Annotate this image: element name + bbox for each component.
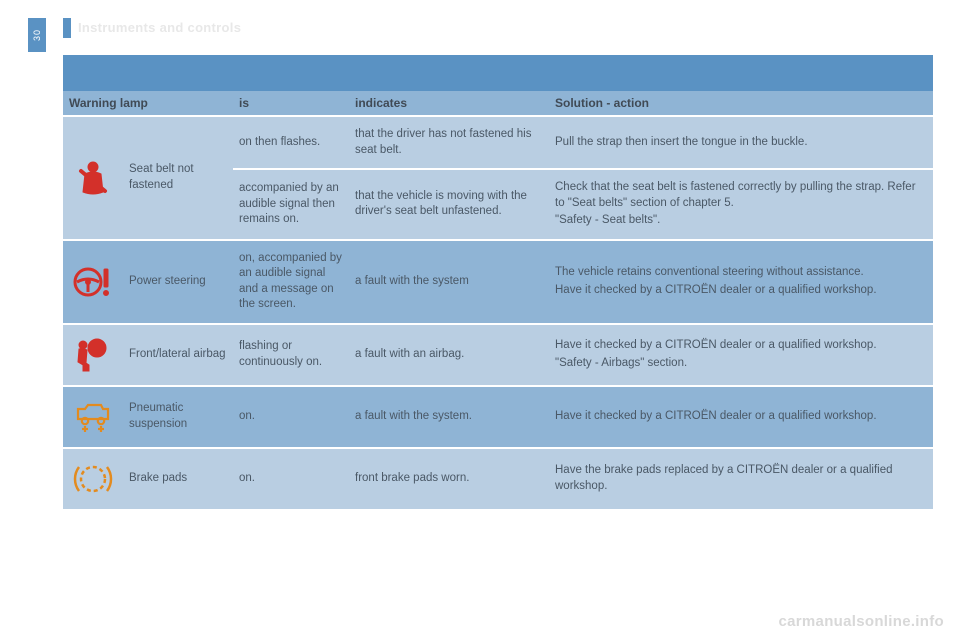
brake-pads-icon (63, 449, 123, 509)
header-solution: Solution - action (549, 96, 933, 110)
side-marker (63, 18, 71, 38)
solution-line: Have it checked by a CITROËN dealer or a… (555, 283, 927, 299)
solution-line: The vehicle retains conventional steerin… (555, 265, 927, 281)
indicates-cell: that the driver has not fastened his sea… (349, 117, 549, 168)
is-cell: on. (233, 449, 349, 509)
subrow: on.front brake pads worn.Have the brake … (233, 449, 933, 509)
solution-cell: Pull the strap then insert the tongue in… (549, 117, 933, 168)
indicates-cell: a fault with the system. (349, 387, 549, 447)
indicates-cell: front brake pads worn. (349, 449, 549, 509)
warning-lamp-name: Front/lateral airbag (123, 325, 233, 385)
warning-lamp-name: Power steering (123, 241, 233, 323)
solution-line: "Safety - Seat belts". (555, 213, 927, 229)
table-row: Seat belt not fastenedon then flashes.th… (63, 115, 933, 239)
solution-line: Have the brake pads replaced by a CITROË… (555, 463, 927, 494)
is-cell: on, accompanied by an audible signal and… (233, 241, 349, 323)
solution-line: "Safety - Airbags" section. (555, 356, 927, 372)
page-number-tab: 30 (28, 18, 46, 52)
indicates-cell: a fault with the system (349, 241, 549, 323)
subrow: accompanied by an audible signal then re… (233, 168, 933, 239)
solution-cell: Have it checked by a CITROËN dealer or a… (549, 325, 933, 385)
table-row: Pneumatic suspensionon.a fault with the … (63, 385, 933, 447)
solution-line: Pull the strap then insert the tongue in… (555, 135, 927, 151)
header-indicates: indicates (349, 96, 549, 110)
header-warning-lamp: Warning lamp (63, 96, 233, 110)
airbag-icon (63, 325, 123, 385)
subrow: on, accompanied by an audible signal and… (233, 241, 933, 323)
pneumatic-icon (63, 387, 123, 447)
solution-line: Have it checked by a CITROËN dealer or a… (555, 409, 927, 425)
is-cell: flashing or continuously on. (233, 325, 349, 385)
seatbelt-icon (63, 117, 123, 239)
warning-lamp-name: Pneumatic suspension (123, 387, 233, 447)
is-cell: on then flashes. (233, 117, 349, 168)
table-banner (63, 55, 933, 91)
watermark: carmanualsonline.info (779, 613, 945, 630)
subrows: flashing or continuously on.a fault with… (233, 325, 933, 385)
subrow: flashing or continuously on.a fault with… (233, 325, 933, 385)
subrow: on then flashes.that the driver has not … (233, 117, 933, 168)
solution-line: Have it checked by a CITROËN dealer or a… (555, 338, 927, 354)
solution-cell: Check that the seat belt is fastened cor… (549, 170, 933, 239)
table-row: Power steeringon, accompanied by an audi… (63, 239, 933, 323)
is-cell: accompanied by an audible signal then re… (233, 170, 349, 239)
subrows: on.a fault with the system. Have it check… (233, 387, 933, 447)
warning-lamp-table: Warning lamp is indicates Solution - act… (63, 55, 933, 509)
subrow: on.a fault with the system. Have it check… (233, 387, 933, 447)
warning-lamp-name: Brake pads (123, 449, 233, 509)
solution-cell: Have it checked by a CITROËN dealer or a… (549, 387, 933, 447)
is-cell: on. (233, 387, 349, 447)
power-steering-icon (63, 241, 123, 323)
table-body: Seat belt not fastenedon then flashes.th… (63, 115, 933, 509)
subrows: on.front brake pads worn.Have the brake … (233, 449, 933, 509)
solution-cell: Have the brake pads replaced by a CITROË… (549, 449, 933, 509)
table-row: Front/lateral airbagflashing or continuo… (63, 323, 933, 385)
warning-lamp-name: Seat belt not fastened (123, 117, 233, 239)
subrows: on then flashes.that the driver has not … (233, 117, 933, 239)
indicates-cell: a fault with an airbag. (349, 325, 549, 385)
table-header-row: Warning lamp is indicates Solution - act… (63, 91, 933, 115)
solution-cell: The vehicle retains conventional steerin… (549, 241, 933, 323)
solution-line: Check that the seat belt is fastened cor… (555, 180, 927, 211)
subrows: on, accompanied by an audible signal and… (233, 241, 933, 323)
section-title: Instruments and controls (78, 20, 241, 35)
indicates-cell: that the vehicle is moving with the driv… (349, 170, 549, 239)
table-row: Brake padson.front brake pads worn.Have … (63, 447, 933, 509)
header-is: is (233, 96, 349, 110)
